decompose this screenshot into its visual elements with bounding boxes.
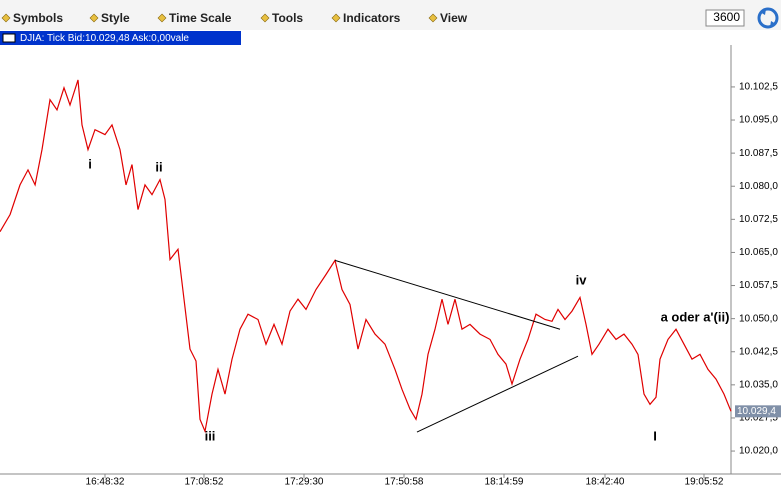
wave-label: iv xyxy=(576,272,588,287)
x-tick-label: 17:50:58 xyxy=(385,477,424,488)
y-tick-label: 10.065,0 xyxy=(739,247,778,258)
y-tick-label: 10.095,0 xyxy=(739,115,778,126)
y-tick-label: 10.020,0 xyxy=(739,446,778,457)
y-tick-label: 10.087,5 xyxy=(739,148,778,159)
chart-panel xyxy=(0,31,781,492)
chart-title: DJIA: Tick Bid:10.029,48 Ask:0,00vale xyxy=(20,33,189,44)
x-tick-label: 18:42:40 xyxy=(586,477,625,488)
menu-icon xyxy=(89,13,99,23)
menu-item[interactable]: Style xyxy=(101,11,130,25)
interval-value[interactable]: 3600 xyxy=(713,10,740,24)
y-tick-label: 10.057,5 xyxy=(739,280,778,291)
y-tick-label: 10.035,0 xyxy=(739,379,778,390)
trendline xyxy=(334,259,561,330)
menu-icon xyxy=(331,13,341,23)
x-tick-label: 17:29:30 xyxy=(285,477,324,488)
last-price-box xyxy=(735,405,781,418)
menu-item[interactable]: Tools xyxy=(272,11,303,25)
x-tick-label: 18:14:59 xyxy=(485,477,524,488)
y-tick-label: 10.072,5 xyxy=(739,214,778,225)
wave-label: ii xyxy=(155,159,162,174)
trendline xyxy=(416,355,579,433)
refresh-icon[interactable] xyxy=(757,7,779,29)
y-tick-label: 10.080,0 xyxy=(739,181,778,192)
price-line xyxy=(0,79,732,434)
wave-label: i xyxy=(88,156,92,171)
x-tick-label: 16:48:32 xyxy=(86,477,125,488)
menu-item[interactable]: Time Scale xyxy=(169,11,232,25)
last-price-label: 10.029,4 xyxy=(737,406,776,417)
y-tick-label: 10.050,0 xyxy=(739,313,778,324)
window-icon[interactable] xyxy=(2,33,16,43)
x-tick-label: 17:08:52 xyxy=(185,477,224,488)
interval-input[interactable] xyxy=(705,9,745,27)
title-bar xyxy=(0,31,241,45)
menu-icon xyxy=(428,13,438,23)
wave-label: I xyxy=(653,428,657,443)
menu-icon xyxy=(157,13,167,23)
y-tick-label: 10.042,5 xyxy=(739,346,778,357)
menu-item[interactable]: Symbols xyxy=(13,11,63,25)
y-tick-label: 10.102,5 xyxy=(739,82,778,93)
menu-item[interactable]: Indicators xyxy=(343,11,401,25)
y-tick-label: 10.027,5 xyxy=(739,413,778,424)
toolbar xyxy=(0,0,781,30)
menu-item[interactable]: View xyxy=(440,11,468,25)
x-tick-label: 19:05:52 xyxy=(685,477,724,488)
wave-label: iii xyxy=(205,428,216,443)
menu-icon xyxy=(260,13,270,23)
wave-label: a oder a'(ii) xyxy=(661,309,730,324)
menu-icon xyxy=(1,13,11,23)
